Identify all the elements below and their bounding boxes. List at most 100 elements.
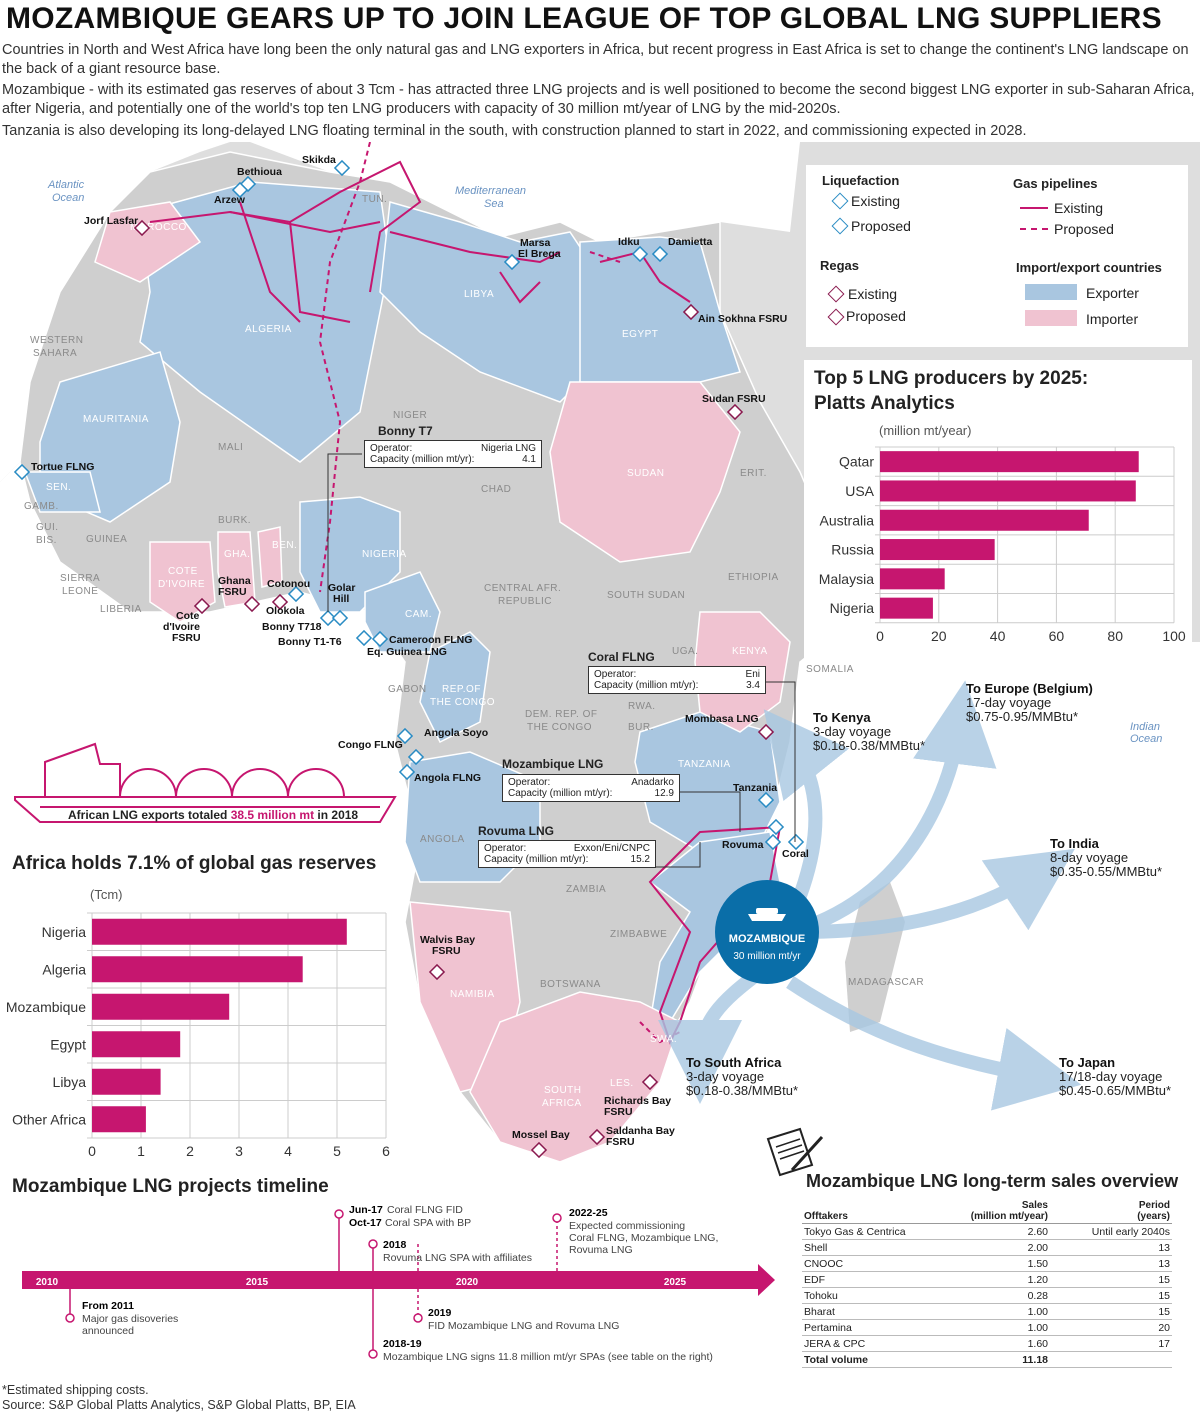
congo-region [419, 631, 491, 744]
liquefaction-marker [355, 629, 373, 647]
mozlng-operator: Anadarko [631, 777, 674, 788]
bar-other-africa [92, 1106, 146, 1133]
legend-importer: Importer [1086, 311, 1139, 327]
liquefaction-marker [396, 727, 414, 745]
category-label: Nigeria [830, 600, 875, 616]
liquefaction-marker [13, 463, 31, 481]
mozlng-cap-label: Capacity (million mt/yr): [508, 788, 613, 799]
liquefaction-marker [787, 833, 805, 851]
x-tick-label: 0 [876, 628, 884, 644]
event-oct17-date: Oct-17 [349, 1217, 382, 1229]
coral-operator: Eni [745, 669, 760, 680]
bonny-project-title: Bonny T7 [378, 424, 433, 438]
category-label: Nigeria [42, 924, 87, 940]
country-madagascar: MADAGASCAR [848, 977, 924, 988]
ship-text-post: in 2018 [314, 808, 359, 822]
sea-label-atlantic-2: Ocean [52, 192, 84, 204]
country-burundi: BUR. [628, 722, 654, 733]
country-gabon: GABON [388, 684, 427, 695]
country-sudan: SUDAN [627, 468, 665, 479]
country-wsahara-1: WESTERN [30, 335, 84, 346]
event-2019-date: 2019 [428, 1307, 452, 1319]
bonny-capacity: 4.1 [522, 454, 536, 465]
liquefaction-marker [631, 245, 649, 263]
place-idku: Idku [618, 236, 640, 248]
map-legend: Liquefaction Existing Proposed Regas Exi… [806, 165, 1188, 347]
event-2011-text2: announced [82, 1325, 134, 1337]
bonny-cap-label: Capacity (million mt/yr): [370, 454, 475, 465]
regas-marker [428, 963, 446, 981]
timeline-svg: 2010 2015 2020 2025 Jun-17 Coral FLNG FI… [22, 1204, 775, 1363]
mediterranean-sea [250, 142, 800, 242]
table-row: Tohoku 0.28 15 [802, 1287, 1172, 1304]
country-angola: ANGOLA [420, 834, 465, 845]
route-india-label: To India 8-day voyage $0.35-0.55/MMBtu* [1050, 836, 1162, 879]
regas-marker [193, 597, 211, 615]
place-damietta: Damietta [668, 236, 713, 248]
country-cote-2: D'IVOIRE [158, 579, 205, 590]
regas-marker [133, 219, 151, 237]
footnote-source: Source: S&P Global Platts Analytics, S&P… [2, 1398, 356, 1412]
hub-name: MOZAMBIQUE [729, 933, 805, 945]
place-angola-flng: Angola FLNG [414, 772, 481, 784]
place-cotonou: Cotonou [267, 578, 310, 590]
place-mombasa: Mombasa LNG [685, 713, 759, 725]
regas-marker [271, 593, 289, 611]
table-row: Tokyo Gas & Centrica 2.60 Until early 2040… [802, 1223, 1172, 1240]
country-eswatini: SWA. [650, 1034, 677, 1045]
mozlng-op-label: Operator: [508, 777, 551, 788]
x-tick-label: 100 [1162, 628, 1186, 644]
category-label: Mozambique [6, 999, 86, 1015]
event-2011-date: From 2011 [82, 1300, 134, 1312]
country-ethiopia: ETHIOPIA [728, 572, 779, 583]
category-label: Egypt [50, 1036, 86, 1052]
liquefaction-marker [651, 245, 669, 263]
shipping-routes [658, 680, 1082, 1111]
route-japan-voyage: 17/18-day voyage [1059, 1069, 1163, 1084]
bar-nigeria [880, 597, 933, 619]
south-africa-region [469, 991, 681, 1163]
place-ghana-1: Ghana [218, 575, 251, 587]
category-label: Other Africa [12, 1111, 86, 1127]
place-jorf-lasfar: Jorf Lasfar [84, 215, 138, 227]
x-tick-label: 5 [333, 1143, 341, 1159]
country-egypt: EGYPT [622, 329, 658, 340]
place-marsa-1: Marsa [520, 237, 551, 249]
x-tick-label: 4 [284, 1143, 292, 1159]
country-car-2: REPUBLIC [498, 596, 552, 607]
sales-header-period: Period (years) [1050, 1199, 1172, 1224]
place-olokola: Olokola [266, 605, 305, 617]
route-japan [786, 976, 1082, 1111]
sudan-region [549, 381, 741, 563]
country-libya: LIBYA [464, 289, 494, 300]
country-car-1: CENTRAL AFR. [484, 583, 561, 594]
place-walvis-2: FSRU [432, 945, 461, 957]
sales-table: Offtakers Sales (million mt/year) Period(… [802, 1199, 1172, 1368]
country-zimbabwe: ZIMBABWE [610, 929, 667, 940]
route-japan-price: $0.45-0.65/MMBtu* [1059, 1083, 1172, 1098]
event-jun17: Jun-17 [349, 1204, 383, 1216]
place-cameroon: Cameroon FLNG [389, 634, 472, 646]
country-gambia: GAMB. [24, 501, 59, 512]
event-2022-date: 2022-25 [569, 1207, 608, 1219]
liquefaction-marker [407, 748, 425, 766]
route-india-title: To India [1050, 836, 1099, 851]
country-algeria: ALGERIA [245, 324, 292, 335]
ship-text-highlight: 38.5 million mt [230, 808, 315, 822]
country-mauritania: MAURITANIA [83, 414, 149, 425]
place-ain-sokhna: Ain Sokhna FSRU [698, 313, 787, 325]
country-lesotho: LES. [610, 1078, 634, 1089]
route-europe-price: $0.75-0.95/MMBtu* [966, 709, 1079, 724]
reserves-chart-unit: (Tcm) [90, 887, 123, 902]
top-producers-chart: Top 5 LNG producers by 2025: Platts Anal… [804, 360, 1192, 660]
year-2020: 2020 [456, 1277, 479, 1288]
bar-russia [880, 539, 995, 561]
regas-marker [243, 595, 261, 613]
country-rep-congo-1: REP.OF [442, 684, 481, 695]
country-somalia: SOMALIA [806, 664, 854, 675]
pipeline-existing-swatch [1020, 207, 1048, 209]
route-kenya-label: To Kenya 3-day voyage $0.18-0.38/MMBtu* [813, 710, 925, 753]
bar-usa [880, 480, 1136, 502]
place-tortue: Tortue FLNG [31, 461, 94, 473]
legend-liq-existing: Existing [851, 193, 901, 209]
